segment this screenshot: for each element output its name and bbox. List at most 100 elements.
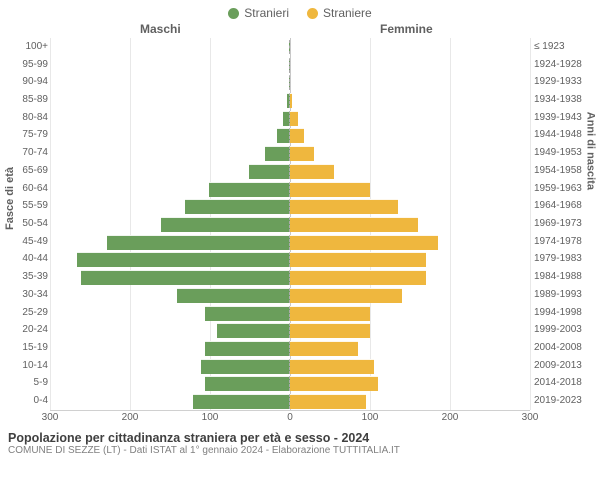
legend-item-female: Straniere [307, 6, 372, 20]
year-labels: 2019-2023 2014-2018 2009-2013 2004-2008 1999… [534, 38, 600, 410]
bar-female [290, 394, 366, 409]
x-tick: 100 [202, 412, 219, 423]
bar-female [290, 199, 398, 214]
age-label: 85-89 [0, 93, 48, 107]
year-label: ≤ 1923 [534, 40, 600, 54]
age-label: 40-44 [0, 252, 48, 266]
bar-female [290, 128, 304, 143]
gridline [530, 38, 531, 410]
bar-male [283, 111, 290, 126]
year-label: 1974-1978 [534, 235, 600, 249]
age-label: 100+ [0, 40, 48, 54]
age-labels: 0-4 5-9 10-14 15-19 20-24 25-29 30-34 35-39 40-4… [0, 38, 48, 410]
footer: Popolazione per cittadinanza straniera p… [0, 427, 600, 456]
year-label: 1964-1968 [534, 199, 600, 213]
year-label: 2019-2023 [534, 394, 600, 408]
column-header-female: Femmine [380, 22, 433, 36]
bar-male [249, 164, 290, 179]
bar-female [290, 111, 298, 126]
age-label: 10-14 [0, 359, 48, 373]
bar-male [209, 182, 290, 197]
bar-male [205, 376, 290, 391]
age-label: 0-4 [0, 394, 48, 408]
bar-male [205, 306, 290, 321]
year-label: 2009-2013 [534, 359, 600, 373]
chart-subtitle: COMUNE DI SEZZE (LT) - Dati ISTAT al 1° … [8, 445, 594, 456]
x-tick: 0 [287, 412, 293, 423]
age-label: 35-39 [0, 270, 48, 284]
year-label: 1989-1993 [534, 288, 600, 302]
year-label: 2014-2018 [534, 376, 600, 390]
age-label: 90-94 [0, 75, 48, 89]
legend-item-male: Stranieri [228, 6, 289, 20]
age-label: 60-64 [0, 182, 48, 196]
bar-female [290, 306, 370, 321]
legend-label-male: Stranieri [244, 6, 289, 20]
bar-male [177, 288, 290, 303]
year-label: 1969-1973 [534, 217, 600, 231]
year-label: 1944-1948 [534, 128, 600, 142]
age-label: 25-29 [0, 306, 48, 320]
year-label: 2004-2008 [534, 341, 600, 355]
age-label: 15-19 [0, 341, 48, 355]
bar-male [217, 323, 290, 338]
bar-female [290, 235, 438, 250]
year-label: 1954-1958 [534, 164, 600, 178]
age-label: 65-69 [0, 164, 48, 178]
legend-label-female: Straniere [323, 6, 372, 20]
bars-male [50, 38, 290, 410]
year-label: 1979-1983 [534, 252, 600, 266]
x-tick: 200 [442, 412, 459, 423]
bar-male [205, 341, 290, 356]
age-label: 80-84 [0, 111, 48, 125]
chart-title: Popolazione per cittadinanza straniera p… [8, 431, 594, 445]
age-label: 30-34 [0, 288, 48, 302]
age-label: 5-9 [0, 376, 48, 390]
age-label: 55-59 [0, 199, 48, 213]
year-label: 1999-2003 [534, 323, 600, 337]
bar-female [290, 270, 426, 285]
bar-female [290, 359, 374, 374]
bar-female [290, 341, 358, 356]
bar-female [290, 146, 314, 161]
x-tick: 300 [42, 412, 59, 423]
year-label: 1929-1933 [534, 75, 600, 89]
x-tick: 200 [122, 412, 139, 423]
age-label: 45-49 [0, 235, 48, 249]
bar-male [193, 394, 290, 409]
x-tick: 300 [522, 412, 539, 423]
bars-female [290, 38, 530, 410]
legend-swatch-male [228, 8, 239, 19]
column-header-male: Maschi [140, 22, 181, 36]
year-label: 1939-1943 [534, 111, 600, 125]
bar-female [290, 288, 402, 303]
year-label: 1994-1998 [534, 306, 600, 320]
bar-female [290, 93, 292, 108]
age-label: 50-54 [0, 217, 48, 231]
bar-female [290, 323, 370, 338]
column-headers: Maschi Femmine [0, 22, 600, 38]
age-label: 70-74 [0, 146, 48, 160]
bar-female [290, 217, 418, 232]
bar-male [265, 146, 290, 161]
year-label: 1924-1928 [534, 58, 600, 72]
bar-male [77, 252, 290, 267]
legend-swatch-female [307, 8, 318, 19]
x-axis-ticks: 3002001000100200300 [50, 411, 530, 427]
year-label: 1984-1988 [534, 270, 600, 284]
year-label: 1949-1953 [534, 146, 600, 160]
bar-male [161, 217, 290, 232]
bar-female [290, 164, 334, 179]
bar-male [107, 235, 290, 250]
bar-female [290, 182, 370, 197]
age-label: 95-99 [0, 58, 48, 72]
age-label: 20-24 [0, 323, 48, 337]
bar-male [277, 128, 290, 143]
age-label: 75-79 [0, 128, 48, 142]
year-label: 1959-1963 [534, 182, 600, 196]
bar-male [81, 270, 290, 285]
legend: Stranieri Straniere [0, 0, 600, 22]
x-tick: 100 [362, 412, 379, 423]
bar-male [201, 359, 290, 374]
plot-area: 0-45-910-1415-1920-2425-2930-3435-3940-4… [50, 38, 530, 411]
